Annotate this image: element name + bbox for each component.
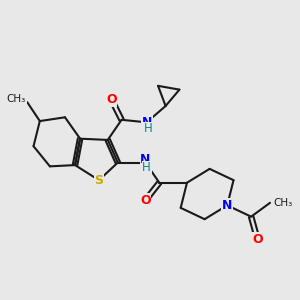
Text: N: N (142, 116, 152, 129)
Text: O: O (140, 194, 151, 207)
Text: N: N (140, 153, 151, 166)
Text: S: S (94, 174, 103, 187)
Text: N: N (222, 199, 232, 212)
Text: H: H (142, 161, 151, 174)
Text: CH₃: CH₃ (274, 198, 293, 208)
Text: O: O (252, 233, 263, 246)
Text: H: H (144, 122, 152, 135)
Text: O: O (106, 93, 117, 106)
Text: CH₃: CH₃ (7, 94, 26, 104)
